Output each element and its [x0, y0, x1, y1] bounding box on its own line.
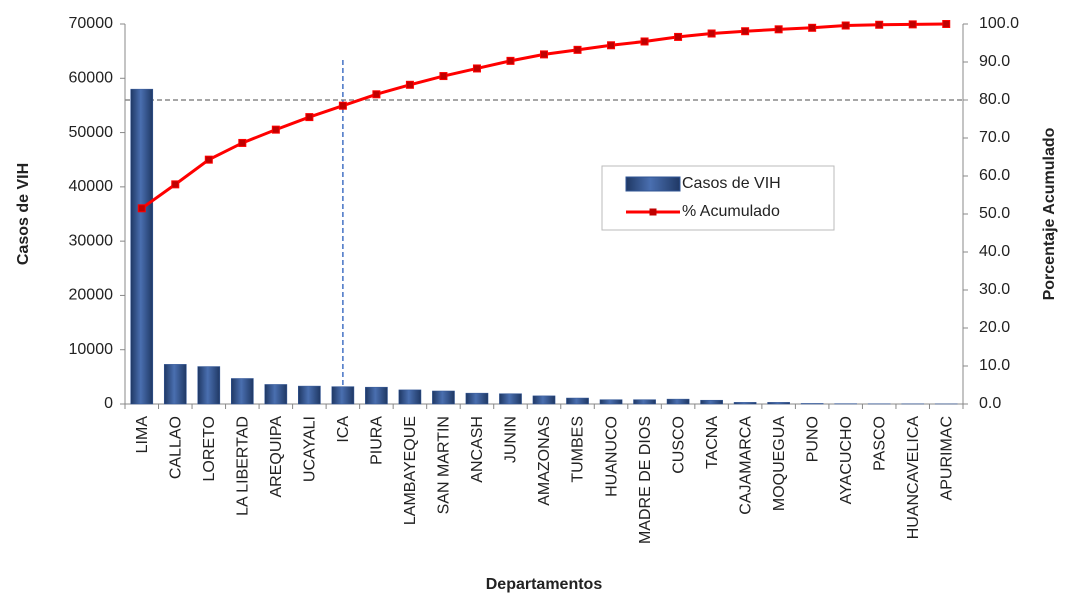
line-marker [271, 125, 280, 134]
legend-label: % Acumulado [682, 203, 780, 220]
y2-tick-label: 50.0 [979, 205, 1010, 222]
y2-tick-label: 100.0 [979, 15, 1019, 32]
bar [532, 395, 556, 405]
line-marker [674, 32, 683, 41]
y2-tick-label: 40.0 [979, 243, 1010, 260]
x-tick-label: SAN MARTIN [436, 416, 453, 514]
line-marker [808, 23, 817, 32]
y-tick-label: 0 [104, 395, 113, 412]
y2-tick-label: 0.0 [979, 395, 1001, 412]
x-tick-label: TUMBES [570, 416, 587, 483]
line-marker [372, 90, 381, 99]
legend-label: Casos de VIH [682, 175, 781, 192]
y2-axis-title: Porcentaje Acumulado [1041, 127, 1058, 300]
y-tick-label: 30000 [69, 232, 114, 249]
line-marker [137, 204, 146, 213]
y2-tick-label: 70.0 [979, 129, 1010, 146]
x-tick-label: JUNIN [503, 416, 520, 463]
bar [264, 384, 288, 405]
line-marker [841, 21, 850, 30]
y-tick-label: 50000 [69, 124, 114, 141]
line-marker [875, 20, 884, 29]
x-tick-label: PIURA [369, 416, 386, 465]
line-marker [942, 20, 951, 28]
x-tick-label: AYACUCHO [838, 416, 855, 504]
y2-tick-label: 20.0 [979, 319, 1010, 336]
line-marker [439, 72, 448, 81]
line-marker [305, 113, 314, 122]
x-tick-label: AREQUIPA [268, 416, 285, 498]
line-marker [607, 41, 616, 50]
x-tick-label: AMAZONAS [536, 416, 553, 506]
bar [599, 399, 623, 405]
x-tick-label: ANCASH [469, 416, 486, 483]
x-axis-title: Departamentos [486, 576, 603, 593]
bar [432, 390, 455, 405]
x-tick-label: PASCO [871, 416, 888, 471]
bar [465, 392, 489, 405]
x-tick-label: LA LIBERTAD [235, 416, 252, 516]
bar [331, 386, 355, 405]
x-tick-label: LORETO [201, 416, 218, 482]
bar [365, 386, 388, 405]
line-marker [338, 101, 347, 110]
x-tick-label: LIMA [134, 416, 151, 454]
line-marker [640, 37, 649, 46]
legend-marker [649, 208, 657, 216]
y-tick-label: 70000 [69, 15, 114, 32]
line-marker [238, 138, 247, 147]
y2-tick-label: 90.0 [979, 53, 1010, 70]
x-tick-label: HUANUCO [603, 416, 620, 497]
bar [398, 389, 422, 405]
bar [800, 403, 824, 405]
bar [163, 364, 187, 405]
y2-tick-label: 60.0 [979, 167, 1010, 184]
line-marker [774, 25, 783, 34]
legend-swatch [625, 176, 681, 192]
x-tick-label: LAMBAYEQUE [402, 416, 419, 525]
x-tick-label: ICA [335, 416, 352, 443]
y-tick-label: 20000 [69, 287, 114, 304]
x-tick-label: TACNA [704, 416, 721, 469]
bar [733, 402, 757, 405]
line-marker [741, 27, 750, 36]
bar [566, 397, 589, 405]
x-tick-label: PUNO [804, 416, 821, 462]
bar [231, 378, 254, 405]
line-marker [573, 45, 582, 54]
bar [633, 399, 656, 405]
line-marker [908, 20, 917, 29]
y2-tick-label: 30.0 [979, 281, 1010, 298]
x-tick-label: CUSCO [670, 416, 687, 474]
y-tick-label: 10000 [69, 341, 114, 358]
y-tick-label: 60000 [69, 70, 114, 87]
line-marker [506, 56, 515, 65]
bar [130, 88, 154, 405]
y-tick-label: 40000 [69, 178, 114, 195]
x-tick-label: CAJAMARCA [737, 416, 754, 515]
line-marker [171, 180, 180, 189]
line-marker [540, 50, 548, 59]
y-axis-title: Casos de VIH [15, 163, 32, 265]
x-tick-label: UCAYALI [302, 416, 319, 482]
line-marker [707, 29, 716, 38]
y2-tick-label: 10.0 [979, 357, 1010, 374]
line-marker [204, 155, 213, 164]
bar [197, 366, 221, 405]
x-tick-label: APURIMAC [938, 416, 955, 500]
bar [767, 402, 790, 405]
bar [499, 393, 522, 405]
y2-tick-label: 80.0 [979, 91, 1010, 108]
line-marker [405, 80, 414, 89]
bar [666, 398, 690, 405]
x-tick-label: HUANCAVELICA [905, 416, 922, 540]
bar [700, 399, 723, 405]
x-tick-label: MOQUEGUA [771, 416, 788, 511]
bar [298, 385, 321, 405]
x-tick-label: CALLAO [167, 416, 184, 479]
x-tick-label: MADRE DE DIOS [637, 416, 654, 544]
line-marker [472, 64, 481, 73]
